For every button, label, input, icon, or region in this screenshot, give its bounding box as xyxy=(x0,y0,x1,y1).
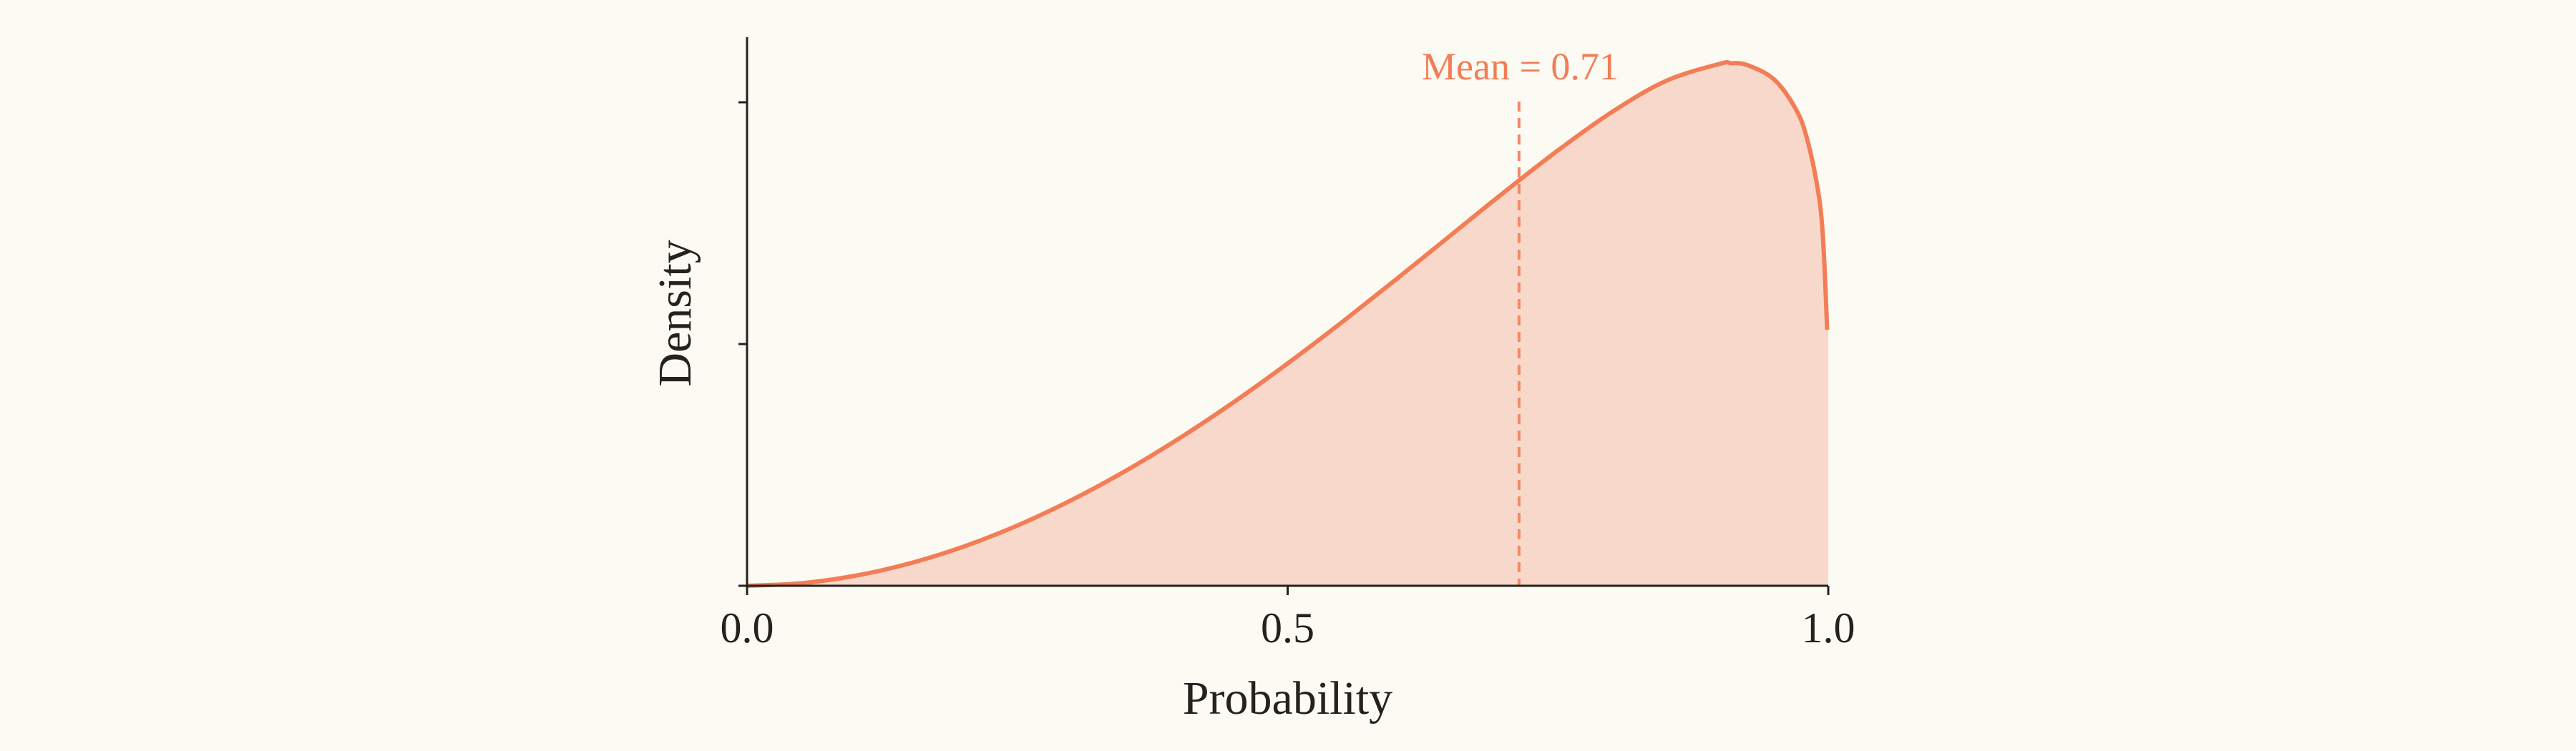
y-axis-title: Density xyxy=(649,240,701,387)
density-curve xyxy=(746,59,1830,588)
density-area-fill xyxy=(747,62,1828,586)
x-tick-label-0: 0.0 xyxy=(720,604,774,652)
mean-annotation: Mean = 0.71 xyxy=(1422,45,1619,88)
axes xyxy=(738,37,1830,595)
x-axis-title: Probability xyxy=(1182,672,1393,725)
x-tick-label-1: 1.0 xyxy=(1801,604,1855,652)
x-tick-label-0-5: 0.5 xyxy=(1261,604,1314,652)
